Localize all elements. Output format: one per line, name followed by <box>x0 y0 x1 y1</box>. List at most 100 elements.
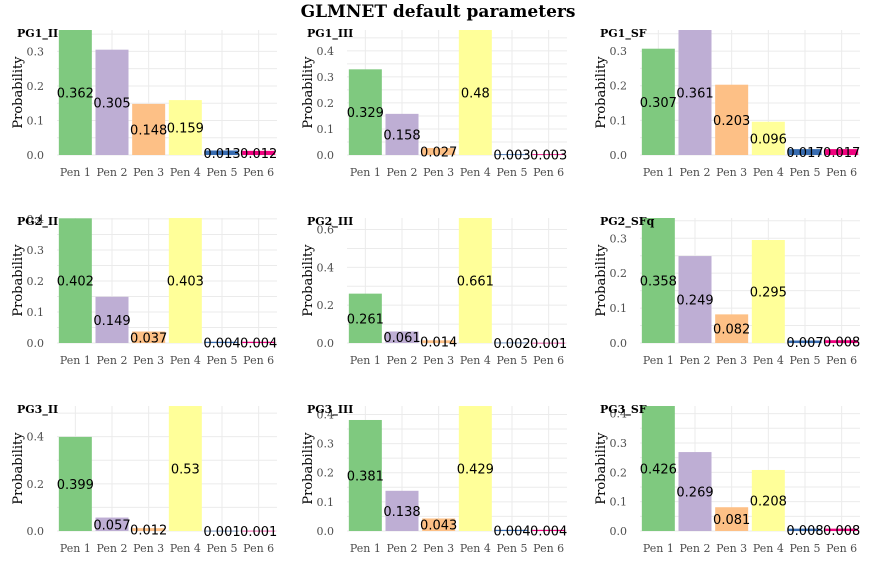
data-label: 0.158 <box>383 128 420 143</box>
bar <box>58 436 92 531</box>
panel-title: PG2_II <box>17 215 58 229</box>
y-tick-label: 0.3 <box>27 244 45 257</box>
y-axis-label: Probability <box>11 56 26 129</box>
bar <box>348 69 382 155</box>
y-axis-label: Probability <box>594 56 609 129</box>
y-tick-label: 0.0 <box>317 149 335 162</box>
page-title: GLMNET default parameters <box>300 2 576 22</box>
bar <box>458 218 492 343</box>
x-tick-label: Pen 6 <box>826 166 857 179</box>
x-tick-label: Pen 2 <box>97 166 128 179</box>
bar <box>495 529 529 531</box>
x-tick-label: Pen 3 <box>716 354 747 367</box>
data-label: 0.203 <box>713 114 750 129</box>
x-tick-label: Pen 5 <box>497 166 528 179</box>
panel-title: PG2_III <box>307 215 353 229</box>
data-label: 0.148 <box>130 123 167 138</box>
bar <box>385 113 419 155</box>
x-tick-label: Pen 6 <box>826 542 857 555</box>
x-tick-label: Pen 5 <box>790 354 821 367</box>
x-tick-label: Pen 2 <box>387 542 418 555</box>
data-label: 0.012 <box>130 524 167 539</box>
x-tick-label: Pen 2 <box>680 354 711 367</box>
bar <box>825 340 859 343</box>
data-label: 0.037 <box>130 331 167 346</box>
x-tick-label: Pen 5 <box>207 354 238 367</box>
panel-title: PG3_II <box>17 403 58 417</box>
data-label: 0.004 <box>493 524 530 539</box>
bar <box>641 218 675 343</box>
data-label: 0.295 <box>750 285 787 300</box>
y-axis-label: Probability <box>594 432 609 505</box>
y-tick-label: 0.1 <box>317 496 335 509</box>
data-label: 0.027 <box>420 145 457 160</box>
x-tick-label: Pen 6 <box>533 166 564 179</box>
data-label: 0.004 <box>240 336 277 351</box>
data-label: 0.269 <box>676 486 713 501</box>
bar <box>715 507 749 531</box>
y-tick-label: 0.0 <box>317 337 335 350</box>
x-tick-label: Pen 2 <box>97 354 128 367</box>
panel-title: PG3_SF <box>600 403 647 417</box>
data-label: 0.261 <box>347 312 384 327</box>
bar <box>825 149 859 155</box>
panel-title: PG1_II <box>17 27 58 41</box>
y-tick-label: 0.2 <box>317 467 335 480</box>
y-tick-label: 0.4 <box>317 45 335 58</box>
y-tick-label: 0.4 <box>317 408 335 421</box>
bar <box>385 331 419 343</box>
bar <box>95 517 129 531</box>
data-label: 0.426 <box>640 463 677 478</box>
x-tick-label: Pen 3 <box>423 166 454 179</box>
data-label: 0.402 <box>57 275 94 290</box>
data-label: 0.48 <box>461 87 490 102</box>
data-label: 0.149 <box>93 314 130 329</box>
bar <box>205 341 239 343</box>
x-tick-label: Pen 3 <box>133 166 164 179</box>
bar <box>641 406 675 531</box>
data-label: 0.661 <box>457 275 494 290</box>
y-tick-label: 0.0 <box>610 149 628 162</box>
x-tick-label: Pen 1 <box>643 542 674 555</box>
x-tick-label: Pen 2 <box>680 166 711 179</box>
y-axis-label: Probability <box>594 244 609 317</box>
data-label: 0.001 <box>203 525 240 540</box>
data-label: 0.403 <box>167 275 204 290</box>
x-tick-label: Pen 3 <box>423 542 454 555</box>
y-tick-label: 0.1 <box>27 114 45 127</box>
y-tick-label: 0.1 <box>610 496 628 509</box>
data-label: 0.381 <box>347 469 384 484</box>
y-axis-label: Probability <box>301 56 316 129</box>
y-tick-label: 0.3 <box>27 45 45 58</box>
bar <box>132 331 166 343</box>
bar <box>348 293 382 343</box>
x-tick-label: Pen 3 <box>423 354 454 367</box>
x-tick-label: Pen 3 <box>133 354 164 367</box>
y-axis-label: Probability <box>301 244 316 317</box>
y-tick-label: 0.2 <box>610 267 628 280</box>
x-tick-label: Pen 2 <box>680 542 711 555</box>
bar <box>422 340 456 343</box>
bar <box>205 150 239 155</box>
x-tick-label: Pen 3 <box>716 542 747 555</box>
y-tick-label: 0.2 <box>610 80 628 93</box>
bar <box>168 218 202 343</box>
bar <box>678 452 712 531</box>
data-label: 0.004 <box>530 524 567 539</box>
bar <box>751 239 785 343</box>
panel-title: PG2_SFq <box>600 215 655 229</box>
data-label: 0.008 <box>823 524 860 539</box>
data-label: 0.249 <box>676 294 713 309</box>
bar <box>495 154 529 155</box>
x-tick-label: Pen 4 <box>753 166 784 179</box>
y-tick-label: 0.1 <box>610 302 628 315</box>
bar <box>532 342 566 344</box>
y-tick-label: 0.4 <box>317 261 335 274</box>
x-tick-label: Pen 2 <box>97 542 128 555</box>
data-label: 0.061 <box>383 331 420 346</box>
